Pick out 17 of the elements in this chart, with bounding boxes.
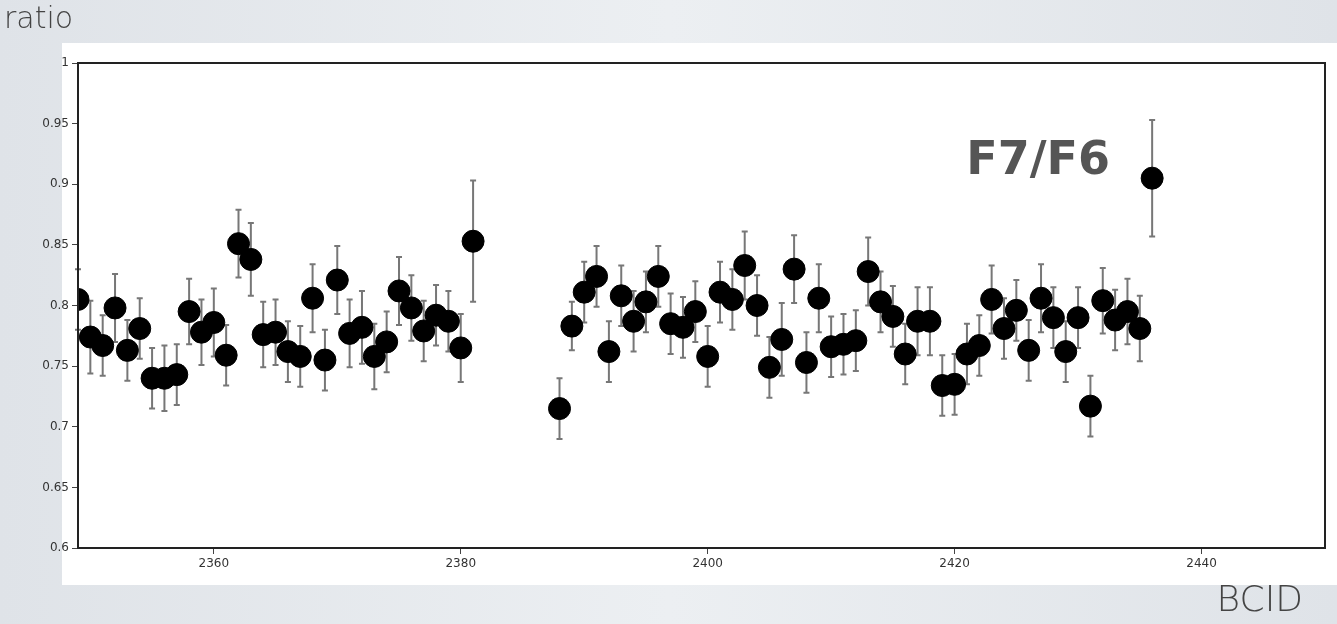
y-tick-label: 0.7 — [49, 418, 69, 433]
annotation: F7/F6 — [966, 130, 1110, 185]
y-tick-label: 0.8 — [49, 297, 69, 312]
y-tick-label: 0.6 — [49, 540, 69, 555]
x-tick-label: 2440 — [1186, 556, 1217, 571]
y-axis-title: ratio — [4, 0, 74, 35]
y-tick-label: 0.9 — [49, 176, 69, 191]
y-tick-label: 0.85 — [42, 237, 69, 251]
x-tick-label: 2400 — [692, 556, 723, 571]
x-tick-label: 2360 — [198, 556, 230, 571]
y-tick-label: 0.65 — [42, 479, 69, 494]
x-tick-label: 2420 — [939, 556, 970, 571]
x-tick-label: 2380 — [445, 556, 477, 571]
y-tick-label: 0.75 — [42, 358, 69, 373]
y-tick-label: 1 — [61, 55, 69, 70]
x-axis-title: BCID — [1216, 578, 1303, 619]
y-tick-label: 0.95 — [42, 115, 69, 130]
